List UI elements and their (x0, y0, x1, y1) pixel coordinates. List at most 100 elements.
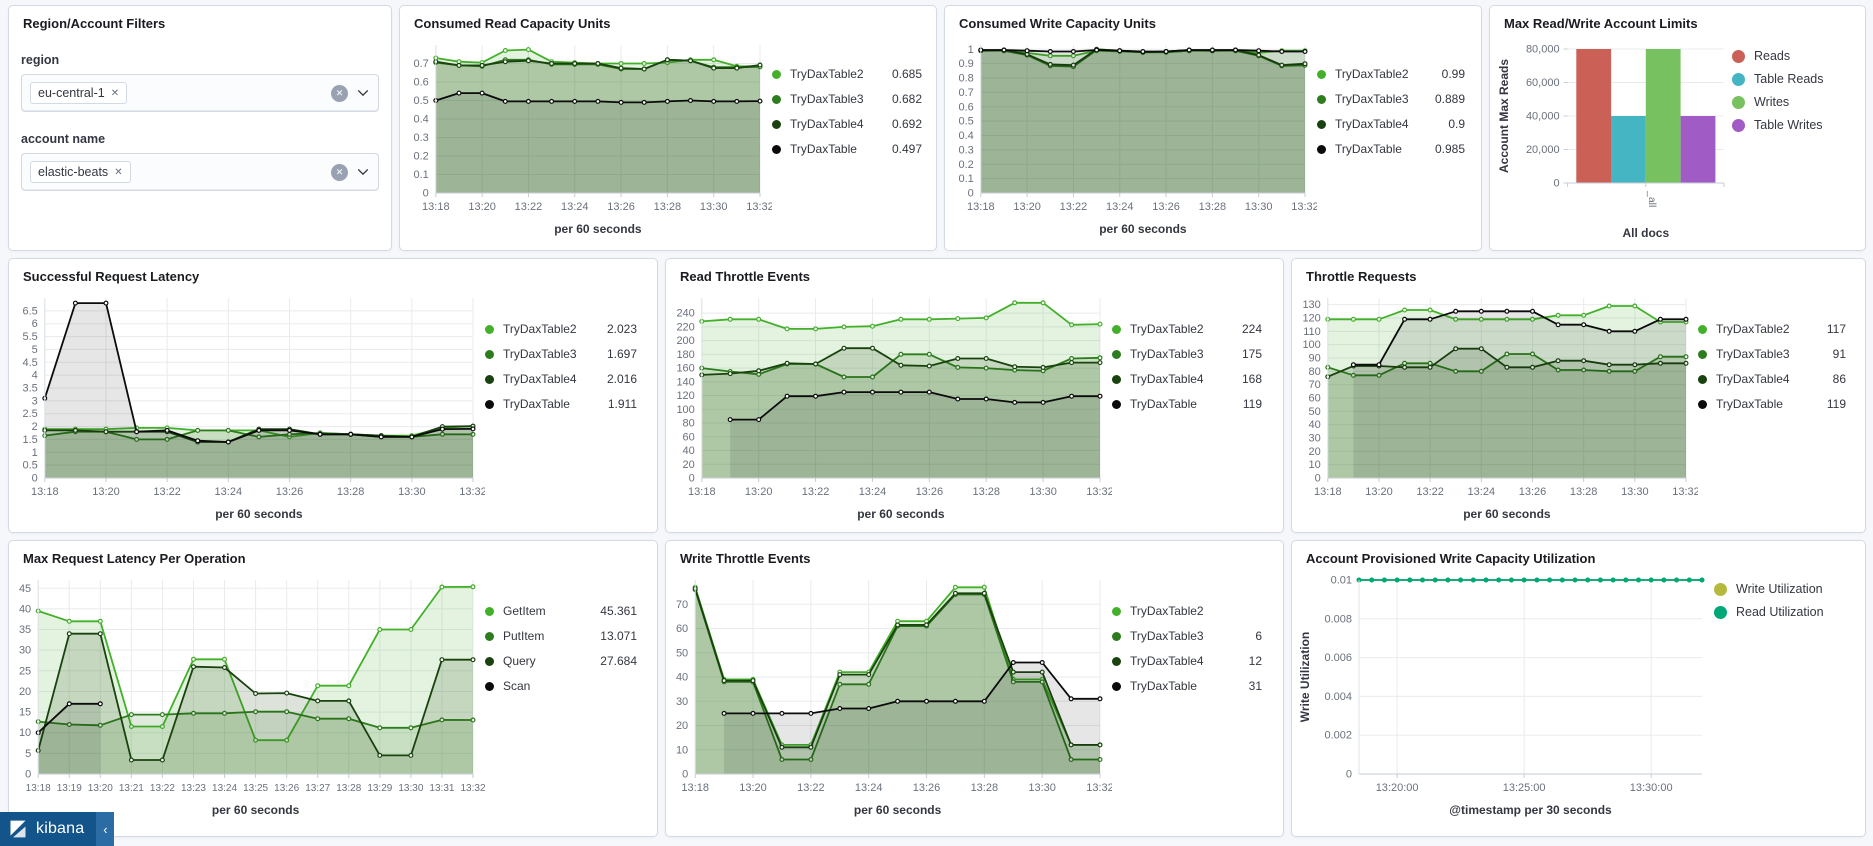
legend-item[interactable]: TryDaxTable4 168 (1112, 372, 1262, 386)
region-combobox[interactable]: eu-central-1 ✕ ✕ (21, 74, 379, 112)
legend-item[interactable]: TryDaxTable 0.985 (1317, 142, 1465, 156)
legend-item[interactable]: Read Utilization (1714, 605, 1846, 619)
legend-value: 0.985 (1434, 142, 1465, 156)
consumed-read-chart[interactable]: 0 0.1 0.2 0.3 0.4 0.5 0.6 0.7 13:18 13:20 13:22 13:… (404, 33, 772, 239)
panel-consumed-write-capacity: Consumed Write Capacity Units 0 0.1 0.2 0.3… (944, 5, 1482, 251)
legend-item[interactable]: Query 27.684 (485, 654, 637, 668)
legend-label: TryDaxTable2 (1130, 322, 1204, 336)
svg-text:80: 80 (1309, 366, 1321, 378)
svg-text:13:24: 13:24 (859, 486, 887, 498)
legend-item[interactable]: TryDaxTable3 175 (1112, 347, 1262, 361)
legend-value: 1.697 (606, 347, 637, 361)
legend-item[interactable]: TryDaxTable3 0.889 (1317, 92, 1465, 106)
legend-swatch-icon (1112, 349, 1121, 359)
svg-text:0.01: 0.01 (1331, 575, 1352, 587)
legend-item[interactable]: TryDaxTable2 (1112, 604, 1262, 618)
clear-region-icon[interactable]: ✕ (331, 84, 348, 102)
legend-item[interactable]: TryDaxTable3 0.682 (772, 92, 922, 106)
legend-item[interactable]: TryDaxTable4 0.692 (772, 117, 922, 131)
svg-text:0.5: 0.5 (414, 95, 429, 107)
svg-text:0.1: 0.1 (959, 173, 974, 185)
legend-swatch-icon (1714, 605, 1727, 619)
legend-value: 0.9 (1448, 117, 1465, 131)
svg-text:10: 10 (1309, 459, 1321, 471)
legend-item[interactable]: TryDaxTable4 86 (1698, 372, 1846, 386)
panel-region-account-filters: Region/Account Filters region eu-central… (8, 5, 392, 251)
account-name-combobox[interactable]: elastic-beats ✕ ✕ (21, 153, 379, 191)
legend-item[interactable]: TryDaxTable2 2.023 (485, 322, 637, 336)
legend-item[interactable]: Reads (1732, 49, 1840, 63)
legend-item[interactable]: TryDaxTable 0.497 (772, 142, 922, 156)
legend-swatch-icon (1317, 144, 1326, 154)
write-utilization-chart[interactable]: 0 0.002 0.004 0.006 0.008 0.01 13:20:00 13:25:0… (1296, 568, 1714, 820)
legend-value: 2.023 (606, 322, 637, 336)
legend-value: 168 (1241, 372, 1262, 386)
legend-item[interactable]: PutItem 13.071 (485, 629, 637, 643)
svg-text:6.5: 6.5 (23, 305, 38, 317)
legend-label: Query (503, 654, 536, 668)
legend-item[interactable]: TryDaxTable2 0.685 (772, 67, 922, 81)
svg-text:0.004: 0.004 (1324, 691, 1352, 703)
kibana-nav-bar: kibana ‹ (0, 812, 115, 846)
legend-value: 12 (1248, 654, 1262, 668)
legend-label: Reads (1754, 49, 1791, 63)
chart-legend: TryDaxTable2 TryDaxTable3 6 TryDaxTable4 12 T… (1112, 604, 1268, 704)
svg-text:140: 140 (676, 376, 694, 388)
legend-item[interactable]: TryDaxTable 119 (1698, 397, 1846, 411)
legend-item[interactable]: TryDaxTable 119 (1112, 397, 1262, 411)
svg-text:120: 120 (676, 390, 694, 402)
legend-value: 86 (1832, 372, 1846, 386)
legend-item[interactable]: Write Utilization (1714, 582, 1846, 596)
write-throttle-chart[interactable]: 0 10 20 30 40 50 60 70 13:18 13:20 13:22 13:24 13:26… (670, 568, 1112, 820)
chevron-down-icon[interactable] (356, 165, 370, 179)
legend-item[interactable]: Table Reads (1732, 72, 1840, 86)
svg-text:per 60 seconds: per 60 seconds (554, 222, 642, 236)
legend-item[interactable]: TryDaxTable 31 (1112, 679, 1262, 693)
remove-account-token-icon[interactable]: ✕ (114, 166, 123, 178)
svg-text:13:26: 13:26 (916, 486, 944, 498)
region-token[interactable]: eu-central-1 ✕ (30, 82, 128, 104)
clear-account-icon[interactable]: ✕ (331, 163, 348, 181)
svg-text:0.002: 0.002 (1324, 730, 1352, 742)
kibana-brand[interactable]: kibana (0, 812, 97, 846)
svg-text:13:20: 13:20 (88, 783, 113, 794)
svg-text:0.3: 0.3 (414, 132, 429, 144)
svg-text:0: 0 (689, 473, 695, 485)
svg-text:13:25: 13:25 (243, 783, 268, 794)
remove-region-token-icon[interactable]: ✕ (110, 87, 120, 99)
legend-item[interactable]: TryDaxTable 1.911 (485, 397, 637, 411)
svg-text:13:22: 13:22 (1060, 201, 1088, 213)
legend-item[interactable]: TryDaxTable2 224 (1112, 322, 1262, 336)
svg-text:13:25:00: 13:25:00 (1503, 782, 1546, 794)
max-limits-bar-chart[interactable]: 0 20,000 40,000 60,000 80,000 _all All docs Acc… (1494, 33, 1732, 245)
svg-text:0: 0 (1553, 178, 1559, 190)
legend-item[interactable]: TryDaxTable3 6 (1112, 629, 1262, 643)
legend-item[interactable]: Writes (1732, 95, 1840, 109)
legend-label: TryDaxTable4 (790, 117, 864, 131)
legend-value: 1.911 (607, 397, 637, 411)
legend-item[interactable]: GetItem 45.361 (485, 604, 637, 618)
legend-item[interactable]: TryDaxTable2 0.99 (1317, 67, 1465, 81)
account-token[interactable]: elastic-beats ✕ (30, 161, 131, 183)
max-latency-per-operation-chart[interactable]: 0 5 10 15 20 25 30 35 40 45 13:18 13:19 13:20 13:21 13… (13, 568, 485, 820)
legend-item[interactable]: TryDaxTable4 12 (1112, 654, 1262, 668)
legend-item[interactable]: Table Writes (1732, 118, 1840, 132)
chevron-down-icon[interactable] (356, 86, 370, 100)
legend-item[interactable]: TryDaxTable4 2.016 (485, 372, 637, 386)
consumed-write-chart[interactable]: 0 0.1 0.2 0.3 0.4 0.5 0.6 0.7 0.8 0.9 1 13:18 13:20 1… (949, 33, 1317, 239)
svg-text:13:30: 13:30 (1029, 486, 1057, 498)
legend-label: TryDaxTable (1130, 397, 1197, 411)
svg-text:13:29: 13:29 (367, 783, 392, 794)
svg-text:35: 35 (19, 624, 31, 636)
svg-text:13:18: 13:18 (967, 201, 995, 213)
legend-item[interactable]: TryDaxTable3 91 (1698, 347, 1846, 361)
chart-legend: Write Utilization Read Utilization (1714, 582, 1852, 628)
legend-item[interactable]: TryDaxTable2 117 (1698, 322, 1846, 336)
legend-item[interactable]: Scan (485, 679, 637, 693)
collapse-nav-button[interactable]: ‹ (96, 812, 115, 846)
successful-latency-chart[interactable]: 00.511.522.533.544.555.566.5 13:18 13:20 13… (13, 286, 485, 524)
legend-item[interactable]: TryDaxTable4 0.9 (1317, 117, 1465, 131)
legend-item[interactable]: TryDaxTable3 1.697 (485, 347, 637, 361)
